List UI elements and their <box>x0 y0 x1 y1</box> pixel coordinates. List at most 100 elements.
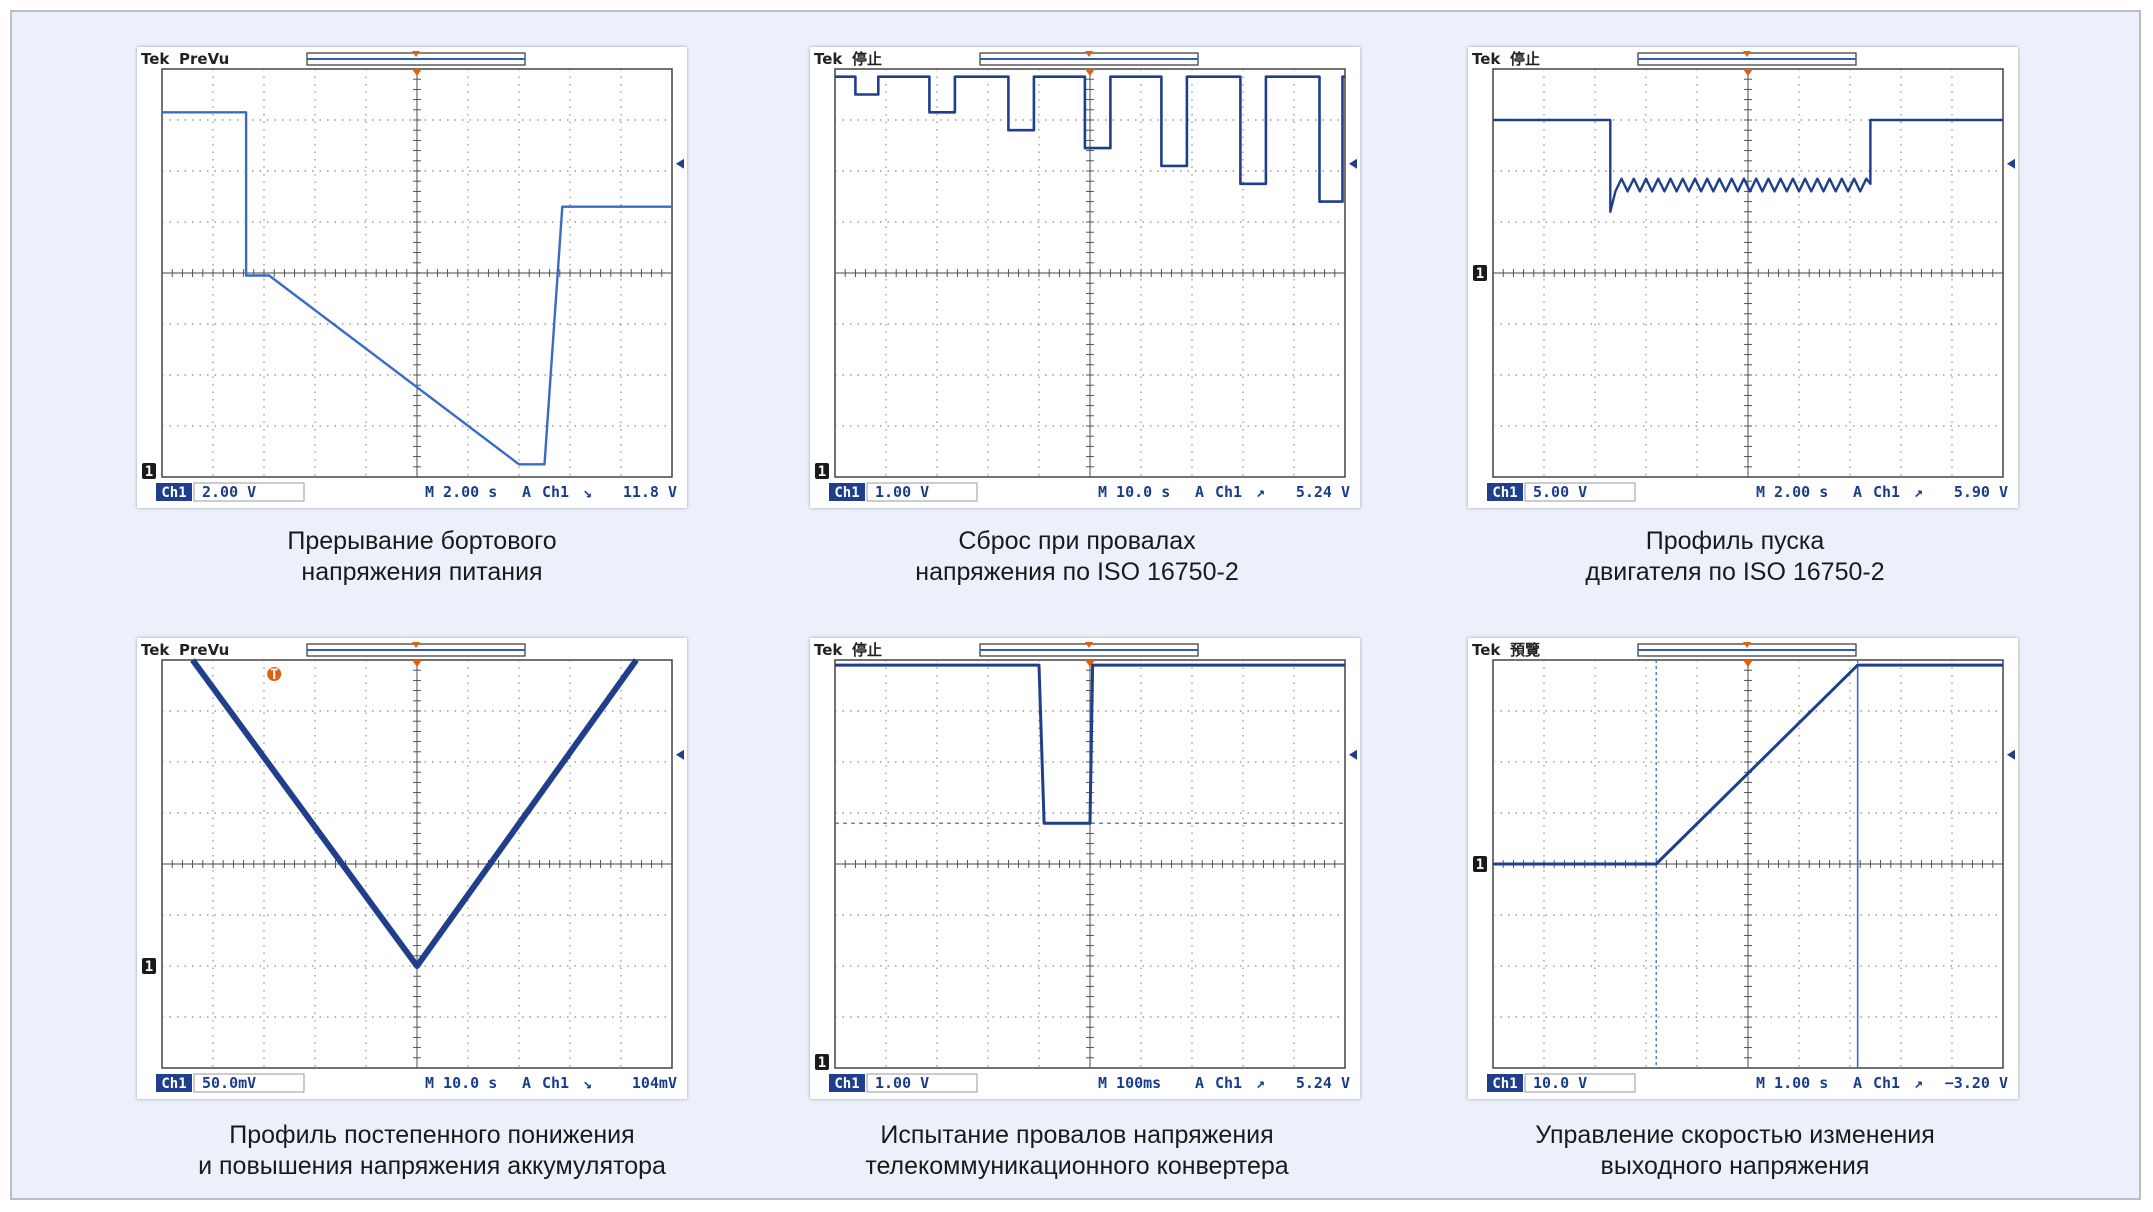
ground-level-label: 1 <box>1476 266 1484 282</box>
trigger-mode: A <box>1853 483 1862 501</box>
trigger-level: 104mV <box>632 1074 677 1092</box>
scope-brand-label: Tek <box>814 50 843 68</box>
signal-trace <box>835 663 1345 825</box>
trigger-position-icon <box>1743 642 1751 648</box>
trigger-mode: A <box>522 1074 531 1092</box>
trigger-level: 5.90 V <box>1954 483 2008 501</box>
grid-lines <box>161 659 673 1069</box>
volts-box <box>193 1073 305 1093</box>
caption-2: Сброс при провалах напряжения по ISO 167… <box>717 526 1437 588</box>
trigger-channel: Ch1 <box>1215 483 1242 501</box>
channel-label: Ch1 <box>1492 1076 1517 1092</box>
time-per-div: M 10.0 s <box>1098 483 1170 501</box>
channel-badge <box>829 483 865 501</box>
scope-mode-label: 預覽 <box>1510 641 1540 659</box>
trigger-level-icon <box>1349 158 1357 169</box>
caption-5: Испытание провалов напряжения телекоммун… <box>717 1120 1437 1182</box>
volts-per-div: 1.00 V <box>875 1074 929 1092</box>
trigger-position-icon <box>1085 51 1093 57</box>
trigger-level-icon <box>1349 749 1357 760</box>
caption-3-line-2: двигателя по ISO 16750-2 <box>1585 558 1885 586</box>
trigger-position-icon <box>1743 51 1751 57</box>
ground-level-label: 1 <box>145 464 153 480</box>
scope-panel-4: Tek PreVu 1 T Ch1 50.0mV M 10.0 s A Ch1 ↘ 104mV <box>137 638 687 1099</box>
volts-per-div: 1.00 V <box>875 483 929 501</box>
trigger-slope-icon: ↗ <box>1914 483 1923 501</box>
trigger-level: −3.20 V <box>1945 1074 2008 1092</box>
time-reference-icon <box>267 667 282 681</box>
ground-level-icon <box>1473 265 1487 281</box>
trigger-marker-icon <box>1085 69 1095 76</box>
scope-brand-label: Tek <box>141 50 170 68</box>
trigger-level-icon <box>676 749 684 760</box>
channel-badge <box>156 1074 192 1092</box>
scope-panel-2: Tek 停止 1 Ch1 1.00 V M 10.0 s A Ch1 ↗ 5.24 V <box>810 47 1360 508</box>
channel-label: Ch1 <box>161 485 186 501</box>
signal-trace <box>162 111 672 466</box>
ground-level-label: 1 <box>1476 857 1484 873</box>
grid-lines <box>834 68 1346 478</box>
caption-2-line-1: Сброс при провалах <box>958 527 1196 555</box>
caption-1: Прерывание бортового напряжения питания <box>62 526 782 588</box>
volts-per-div: 10.0 V <box>1533 1074 1587 1092</box>
scope-screen-5: Tek 停止 1 Ch1 1.00 V M 100ms A Ch1 ↗ 5.24 V <box>814 641 1357 1093</box>
ground-level-icon <box>142 958 156 974</box>
trigger-level-icon <box>2007 158 2015 169</box>
time-per-div: M 1.00 s <box>1756 1074 1828 1092</box>
caption-5-line-1: Испытание провалов напряжения <box>880 1121 1274 1149</box>
ground-level-label: 1 <box>145 959 153 975</box>
scope-mode-label: 停止 <box>1510 50 1540 68</box>
signal-trace <box>835 75 1345 203</box>
caption-1-line-2: напряжения питания <box>301 558 543 586</box>
ground-level-icon <box>815 1054 829 1070</box>
trigger-channel: Ch1 <box>1873 1074 1900 1092</box>
grid-lines <box>161 68 673 478</box>
trigger-position-icon <box>412 642 420 648</box>
ground-level-icon <box>815 463 829 479</box>
trigger-level: 5.24 V <box>1296 1074 1350 1092</box>
channel-label: Ch1 <box>834 1076 859 1092</box>
volts-per-div: 2.00 V <box>202 483 256 501</box>
volts-box <box>1524 1073 1636 1093</box>
channel-badge <box>1487 1074 1523 1092</box>
time-per-div: M 10.0 s <box>425 1074 497 1092</box>
channel-badge <box>156 483 192 501</box>
trigger-slope-icon: ↗ <box>1256 1074 1265 1092</box>
trigger-channel: Ch1 <box>542 483 569 501</box>
time-reference-label: T <box>270 667 278 683</box>
caption-3-line-1: Профиль пуска <box>1645 527 1825 555</box>
signal-trace <box>1493 118 2003 214</box>
scope-panel-5: Tek 停止 1 Ch1 1.00 V M 100ms A Ch1 ↗ 5.24 V <box>810 638 1360 1099</box>
trigger-marker-icon <box>412 69 422 76</box>
volts-box <box>193 482 305 502</box>
volts-per-div: 50.0mV <box>202 1074 256 1092</box>
caption-4-line-2: и повышения напряжения аккумулятора <box>198 1152 666 1180</box>
trigger-mode: A <box>1853 1074 1862 1092</box>
trigger-level-icon <box>2007 749 2015 760</box>
time-per-div: M 2.00 s <box>1756 483 1828 501</box>
scope-screen-6: Tek 預覽 1 Ch1 10.0 V M 1.00 s A Ch1 ↗ −3.20 V <box>1472 641 2015 1093</box>
grid-lines <box>1492 68 2004 478</box>
scope-mode-label: 停止 <box>852 641 882 659</box>
caption-6: Управление скоростью изменения выходного… <box>1375 1120 2095 1182</box>
trigger-channel: Ch1 <box>1873 483 1900 501</box>
trigger-marker-icon <box>412 660 422 667</box>
volts-per-div: 5.00 V <box>1533 483 1587 501</box>
volts-box <box>866 482 978 502</box>
scope-mode-label: PreVu <box>179 50 229 68</box>
trigger-mode: A <box>1195 483 1204 501</box>
scope-panel-3: Tek 停止 1 Ch1 5.00 V M 2.00 s A Ch1 ↗ 5.90 V <box>1468 47 2018 508</box>
trigger-slope-icon: ↗ <box>1256 483 1265 501</box>
ground-level-icon <box>142 463 156 479</box>
time-per-div: M 100ms <box>1098 1074 1161 1092</box>
trigger-mode: A <box>1195 1074 1204 1092</box>
trigger-marker-icon <box>1743 69 1753 76</box>
trigger-position-icon <box>412 51 420 57</box>
ground-level-label: 1 <box>818 1055 826 1071</box>
channel-label: Ch1 <box>834 485 859 501</box>
scope-panel-1: Tek PreVu 1 Ch1 2.00 V M 2.00 s A Ch1 ↘ 11.8 V <box>137 47 687 508</box>
trigger-mode: A <box>522 483 531 501</box>
signal-trace <box>190 658 639 969</box>
caption-2-line-2: напряжения по ISO 16750-2 <box>915 558 1239 586</box>
caption-6-line-1: Управление скоростью изменения <box>1535 1121 1935 1149</box>
